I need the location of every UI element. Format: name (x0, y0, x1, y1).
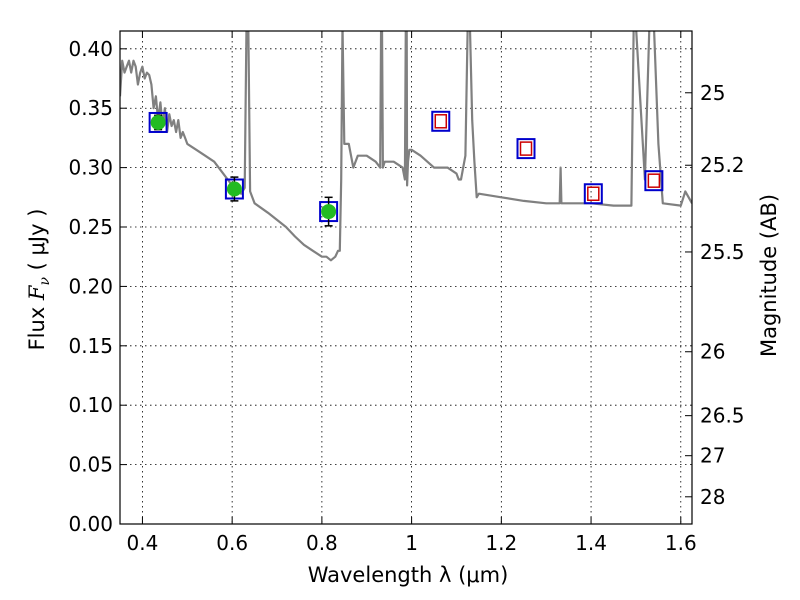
y-tick-label: 0.35 (68, 96, 113, 120)
x-tick-label: 0.4 (127, 531, 159, 555)
model-point-blue-square (644, 170, 664, 192)
x-tick-label: 1 (405, 531, 418, 555)
plot-frame (119, 30, 693, 525)
detected-point-green (226, 181, 242, 197)
y-tick-label: 0.05 (68, 453, 113, 477)
y-tick-label: 0.40 (68, 37, 113, 61)
y2-tick-label: 25 (700, 81, 725, 105)
model-point-blue-square (148, 111, 168, 133)
y-tick-label: 0.00 (68, 512, 113, 536)
y-tick-label: 0.30 (68, 156, 113, 180)
detected-point-green (150, 114, 166, 130)
x-tick-label: 0.8 (306, 531, 338, 555)
detected-point-green (321, 204, 337, 220)
plot-area (120, 31, 692, 262)
y2-axis-label: Magnitude (AB) (757, 194, 781, 357)
y-tick-label: 0.15 (68, 334, 113, 358)
model-point-blue-square (516, 138, 536, 160)
x-tick-label: 1.4 (575, 531, 607, 555)
y2-tick-label: 26 (700, 340, 725, 364)
x-axis-label: Wavelength λ (μm) (308, 563, 509, 587)
x-tick-label: 1.2 (485, 531, 517, 555)
y-label-unit: ( μJy ) (25, 209, 49, 277)
observed-point-red-square (519, 141, 533, 156)
x-tick-label: 1.6 (665, 531, 697, 555)
y-tick-label: 0.10 (68, 393, 113, 417)
y2-tick-label: 27 (700, 444, 725, 468)
y-label-symbol: F (25, 284, 49, 301)
y-label-text: Flux (25, 300, 49, 350)
observed-point-red-square (587, 186, 600, 201)
x-tick-label: 0.6 (216, 531, 248, 555)
y-axis-label: Flux Fν ( μJy ) (25, 209, 53, 351)
y-tick-label: 0.20 (68, 274, 113, 298)
y2-tick-label: 25.2 (700, 153, 745, 177)
tick-labels: 0.4 0.6 0.8 1 1.2 1.4 1.6 0.00 0.05 0.10 0.15 0.20 0… (68, 37, 744, 555)
model-point-blue-square (431, 110, 451, 132)
y2-tick-label: 28 (700, 485, 725, 509)
y2-tick-label: 25.5 (700, 240, 745, 264)
model-point-blue-square (583, 183, 603, 205)
y2-tick-label: 26.5 (700, 404, 745, 428)
observed-point-red-square (647, 173, 661, 188)
y-label-subscript: ν (37, 277, 53, 286)
ticks (120, 31, 692, 525)
y-tick-label: 0.25 (68, 215, 113, 239)
observed-point-red-square (434, 114, 448, 129)
